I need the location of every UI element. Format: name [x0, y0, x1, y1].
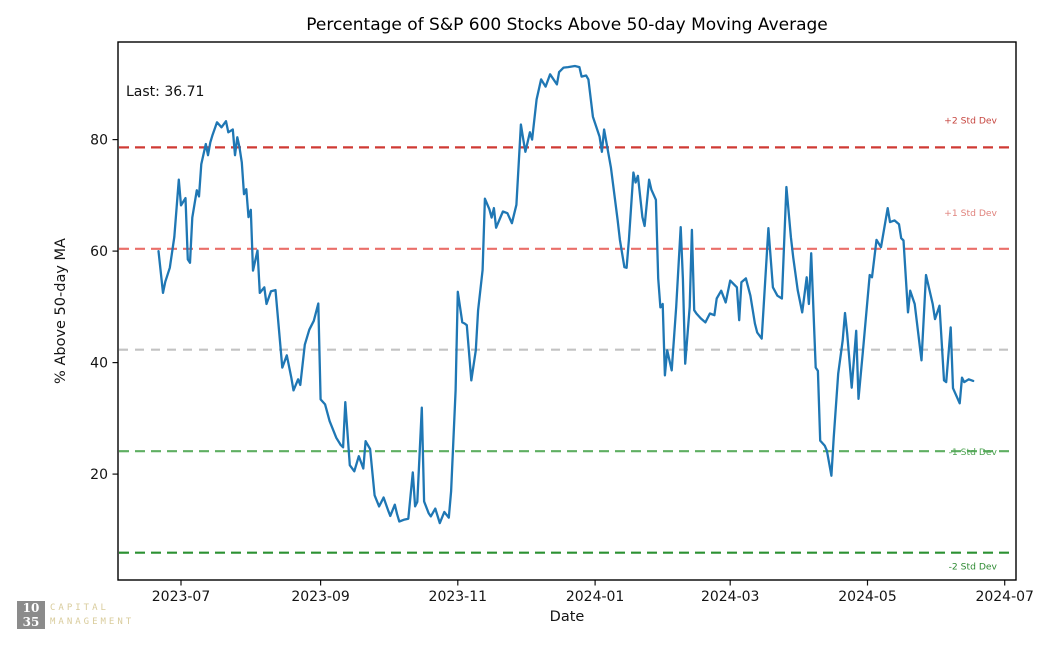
y-tick-label: 40 — [90, 356, 108, 372]
x-tick-label: 2024-05 — [838, 589, 897, 605]
y-tick-label: 80 — [90, 133, 108, 149]
y-tick-label: 60 — [90, 244, 108, 260]
logo-box-bottom-number: 35 — [22, 614, 40, 629]
y-axis-title: % Above 50-day MA — [53, 238, 69, 384]
x-tick-label: 2024-07 — [975, 589, 1034, 605]
y-tick-label: 20 — [90, 467, 108, 483]
x-tick-label: 2024-01 — [566, 589, 625, 605]
std-line-label-minus-2-std: -2 Std Dev — [949, 562, 998, 573]
x-tick-label: 2023-07 — [152, 589, 211, 605]
plot-border — [117, 41, 1017, 581]
chart-layers: +2 Std Dev +1 Std Dev -1 Std Dev -2 Std Dev… — [90, 64, 1034, 605]
series-line — [157, 64, 975, 525]
std-line-label-plus-1-std: +1 Std Dev — [944, 208, 997, 219]
logo-word-management: MANAGEMENT — [50, 616, 135, 627]
last-value-annotation: Last: 36.71 — [126, 84, 204, 100]
logo-word-capital: CAPITAL — [50, 603, 109, 613]
chart-title: Percentage of S&P 600 Stocks Above 50-da… — [306, 15, 828, 35]
x-tick-label: 2023-09 — [291, 589, 350, 605]
x-tick-label: 2024-03 — [701, 589, 760, 605]
logo: 10 35 CAPITAL MANAGEMENT — [17, 601, 134, 629]
std-line-label-minus-1-std: -1 Std Dev — [949, 447, 998, 458]
x-axis-title: Date — [550, 609, 585, 625]
std-line-label-plus-2-std: +2 Std Dev — [944, 115, 997, 126]
logo-box: 10 35 — [17, 601, 45, 629]
x-tick-label: 2023-11 — [429, 589, 488, 605]
logo-wordmark: CAPITAL MANAGEMENT — [50, 601, 134, 629]
logo-box-top-number: 10 — [22, 601, 40, 615]
